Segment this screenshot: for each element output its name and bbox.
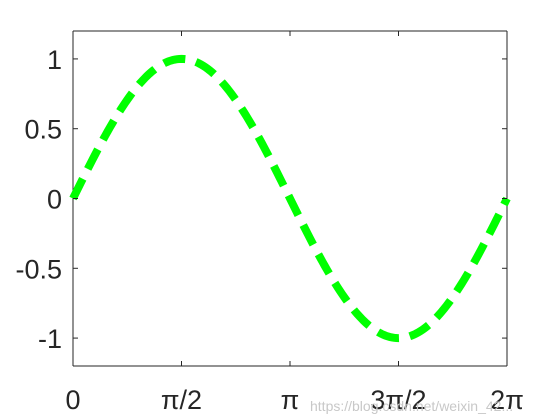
y-tick-label: 1 xyxy=(47,45,62,75)
y-tick-label: 0.5 xyxy=(24,115,62,145)
x-tick-label: π/2 xyxy=(161,385,202,415)
y-tick-label: 0 xyxy=(47,185,62,215)
x-tick-label: 0 xyxy=(65,385,80,415)
x-tick-label: 3π/2 xyxy=(370,385,426,415)
series-layer xyxy=(69,54,511,343)
x-tick-label: π xyxy=(281,385,300,415)
x-tick-label: 2π xyxy=(490,385,524,415)
watermark-text: https://blog.csdn.net/weixin_42... xyxy=(310,398,513,414)
ticks-group: 0 π/2 π 3π/2 2π 1 0.5 0 -0.5 -1 xyxy=(15,31,524,415)
y-tick-label: -0.5 xyxy=(15,254,62,284)
y-tick-label: -1 xyxy=(38,324,62,354)
series-line-0 xyxy=(69,54,511,343)
